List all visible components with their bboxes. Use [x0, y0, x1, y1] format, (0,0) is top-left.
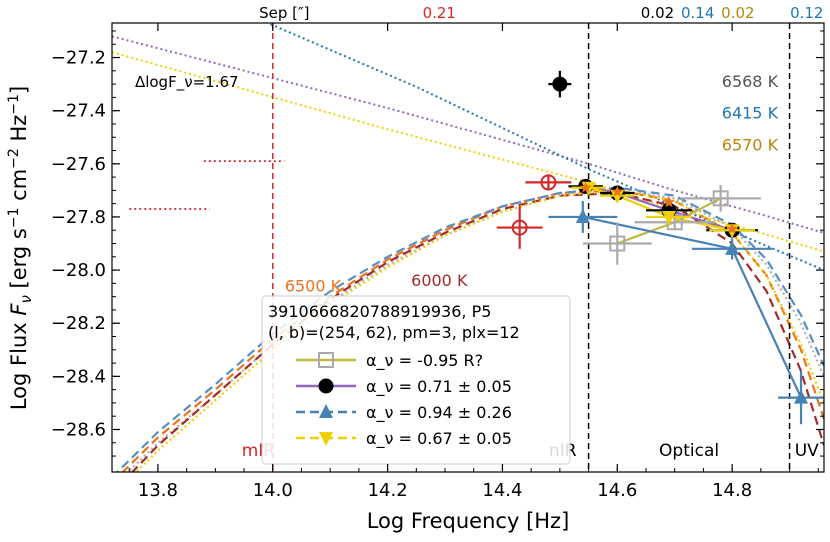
series-line-1 [585, 185, 733, 232]
marker-2-1 [725, 240, 740, 255]
y-axis-label: Log Flux Fν [erg s−1 cm−2 Hz−1] [6, 86, 35, 410]
x-tick-label-0: 13.8 [138, 480, 178, 501]
x-tick-label-3: 14.4 [482, 480, 522, 501]
marker-0-0 [609, 235, 626, 252]
star-point-3 [726, 222, 738, 234]
legend-label-1: α_ν = 0.71 ± 0.05 [366, 377, 512, 397]
extra-point-0 [552, 76, 568, 92]
temperature-label-3: 6500 K [285, 276, 342, 295]
marker-2-0 [575, 208, 590, 223]
x-tick-label-5: 14.8 [712, 480, 752, 501]
marker-3-1 [610, 189, 625, 204]
optical-label: Optical [659, 441, 719, 461]
y-tick-label-3: −27.8 [51, 207, 106, 228]
temperature-label-2: 6570 K [722, 136, 779, 155]
star-point-0 [580, 181, 592, 193]
y-tick-label-4: −28.0 [51, 260, 106, 281]
x-tick-label-1: 14.0 [253, 480, 293, 501]
star-point-1 [611, 185, 623, 197]
model-curve-7 [134, 189, 824, 472]
extra-point-2 [540, 174, 557, 191]
legend-title-1: 3910666820788919936, P5 [268, 302, 491, 321]
extra-point-1 [511, 219, 528, 236]
delta-logf-label: ΔlogF_ν=1.67 [135, 73, 239, 92]
legend-marker-2 [319, 404, 333, 418]
model-curve-2 [265, 23, 824, 272]
top-label-3: 0.14 [681, 4, 714, 22]
plot-frame [111, 22, 825, 473]
marker-3-2 [661, 210, 676, 225]
model-curve-5 [130, 191, 824, 472]
marker-0-2 [712, 190, 729, 207]
top-label-1: 0.21 [423, 4, 456, 22]
legend-title-2: (l, b)=(254, 62), pm=3, plx=12 [268, 323, 520, 342]
y-tick-label-5: −28.2 [51, 313, 106, 334]
legend-marker-0 [318, 352, 334, 368]
model-curve-3 [126, 189, 824, 472]
model-curve-6 [115, 186, 824, 472]
top-label-0: Sep [″] [259, 4, 309, 22]
marker-2-2 [794, 389, 809, 404]
star-point-2 [663, 196, 675, 208]
x-axis-label: Log Frequency [Hz] [367, 509, 570, 533]
temperature-label-4: 6000 K [411, 271, 468, 290]
y-tick-label-0: −27.2 [51, 48, 106, 69]
temperature-label-1: 6415 K [722, 104, 779, 123]
y-tick-label-6: −28.4 [51, 366, 106, 387]
series-line-3 [588, 186, 733, 232]
top-label-4: 0.02 [721, 4, 754, 22]
y-tick-label-7: −28.6 [51, 419, 106, 440]
legend-label-0: α_ν = -0.95 R? [366, 351, 483, 371]
top-label-5: 0.12 [790, 4, 823, 22]
legend-label-3: α_ν = 0.67 ± 0.05 [366, 429, 512, 449]
legend-marker-3 [319, 432, 333, 446]
legend-marker-1 [318, 378, 334, 394]
top-label-2: 0.02 [641, 4, 674, 22]
y-tick-label-1: −27.4 [51, 101, 106, 122]
legend-label-2: α_ν = 0.94 ± 0.26 [366, 403, 512, 423]
x-tick-label-2: 14.2 [368, 480, 408, 501]
x-tick-label-4: 14.6 [597, 480, 637, 501]
y-tick-label-2: −27.6 [51, 154, 106, 175]
legend-box [261, 295, 571, 465]
temperature-label-0: 6568 K [722, 72, 779, 91]
band-label-2: UV [795, 441, 819, 461]
